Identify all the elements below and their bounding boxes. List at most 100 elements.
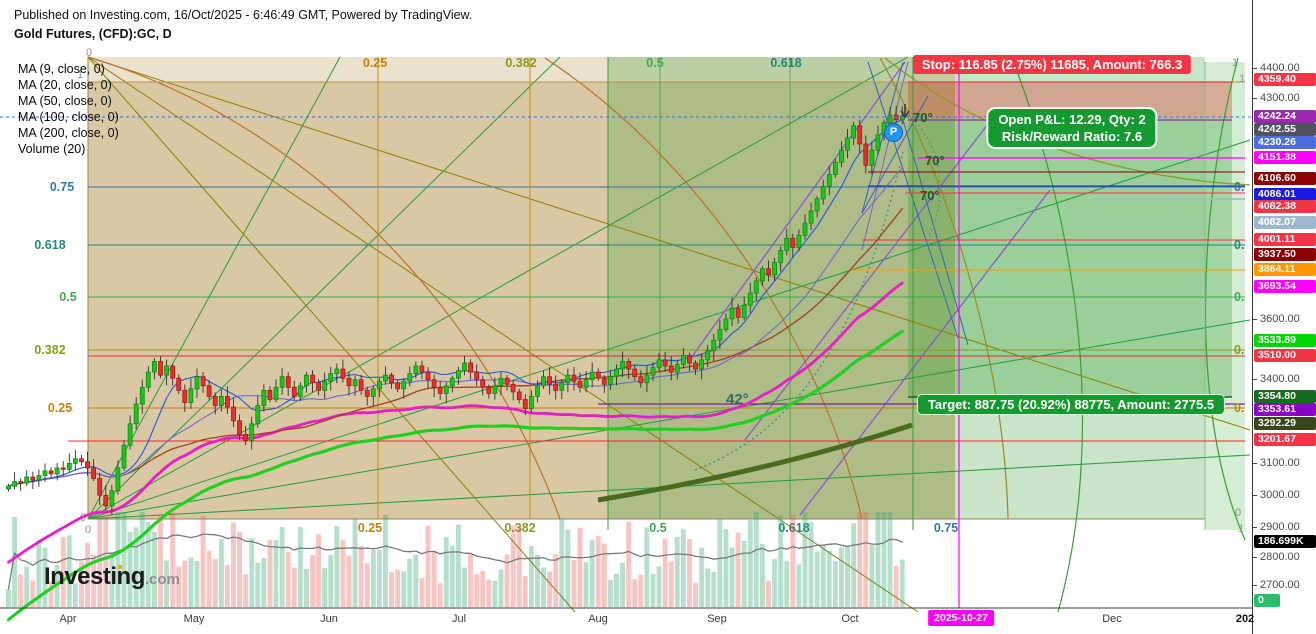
fib-label: 0. xyxy=(1234,238,1244,252)
price-badge: 3533.89 xyxy=(1254,334,1316,347)
price-badge: 3510.00 xyxy=(1254,349,1316,362)
pnl-line1: Open P&L: 12.29, Qty: 2 xyxy=(998,112,1146,127)
thick-support-curve xyxy=(597,422,913,503)
fib-label: 0.382 xyxy=(505,56,536,70)
legend-ma100[interactable]: MA (100, close, 0) xyxy=(18,110,119,124)
price-badge: 4359.40 xyxy=(1254,73,1316,86)
price-badge: 3292.29 xyxy=(1254,417,1316,430)
fib-label: 0.382 xyxy=(34,343,65,357)
dotted-parabolic-curve xyxy=(694,151,904,471)
price-label: 2800.00 xyxy=(1260,551,1300,563)
legend-ma20[interactable]: MA (20, close, 0) xyxy=(18,78,112,92)
ma100-line xyxy=(7,281,904,564)
price-badge: 4242.55 xyxy=(1254,123,1316,136)
chart-canvas[interactable]: 0.75 0.618 0.5 0.382 0.25 0.25 0.382 0.5 0.618 0.… xyxy=(0,0,1252,634)
price-axis[interactable]: 4400.00 4300.00 3600.00 3400.00 3100.00 3000.… xyxy=(1252,0,1316,634)
axis-tick xyxy=(1253,319,1257,320)
price-badge: 4230.26 xyxy=(1254,136,1316,149)
fib-label: 0.618 xyxy=(770,56,801,70)
axis-tick xyxy=(1253,68,1257,69)
price-badge: 3353.61 xyxy=(1254,403,1316,416)
arrow-marker[interactable] xyxy=(900,104,910,119)
price-badge: 3693.54 xyxy=(1254,280,1316,293)
price-badge: 4106.60 xyxy=(1254,172,1316,185)
fib-label: 1 xyxy=(77,69,83,81)
fib-label: 0.75 xyxy=(934,521,958,535)
price-label: 3400.00 xyxy=(1260,373,1300,385)
stop-loss-label[interactable]: Stop: 116.85 (2.75%) 11685, Amount: 766.… xyxy=(912,55,1192,74)
pnl-line2: Risk/Reward Ratio: 7.6 xyxy=(1001,129,1143,144)
position-marker[interactable]: P xyxy=(884,123,903,142)
fib-label: 1 xyxy=(1232,57,1238,69)
price-label: 4300.00 xyxy=(1260,92,1300,104)
price-badge: 4082.38 xyxy=(1254,200,1316,213)
price-badge: 3201.67 xyxy=(1254,433,1316,446)
month-label: Sep xyxy=(707,613,727,625)
logo-tld: .com xyxy=(144,571,180,588)
axis-tick xyxy=(1253,557,1257,558)
fib-label: 0 xyxy=(1235,507,1241,519)
fib-retracement-zones xyxy=(88,57,1245,530)
fib-label: 0 xyxy=(85,524,91,536)
legend-ma9[interactable]: MA (9, close, 0) xyxy=(18,62,105,76)
logo-accent-dot xyxy=(118,565,122,569)
ma9-line xyxy=(7,119,903,487)
fib-label: 0.75 xyxy=(50,180,74,194)
fib-label: 0. xyxy=(1234,290,1244,304)
candlesticks xyxy=(6,106,905,516)
fib-label: 0 xyxy=(86,47,92,59)
target-label[interactable]: Target: 887.75 (20.92%) 88775, Amount: 2… xyxy=(916,394,1226,415)
fib-label: 1 xyxy=(1239,73,1245,85)
price-badge: 3937.50 xyxy=(1254,248,1316,261)
fib-label: 0.5 xyxy=(649,521,666,535)
investing-logo: Investing.com xyxy=(44,563,180,591)
month-label: Aug xyxy=(588,613,608,625)
price-badge: 0 xyxy=(1254,594,1280,607)
price-badge: 3864.11 xyxy=(1254,263,1316,276)
volume-ma-line xyxy=(7,533,903,590)
gann-angle-label: 70° xyxy=(920,188,940,203)
price-label: 4400.00 xyxy=(1260,62,1300,74)
gann-angle-label: 42° xyxy=(726,391,749,408)
gann-angle-label: 70° xyxy=(925,153,945,168)
axis-tick xyxy=(1253,379,1257,380)
price-badge: 3354.80 xyxy=(1254,390,1316,403)
time-axis[interactable]: 2025-10-27 202 Apr May Jun Jul Aug Sep Oct Dec xyxy=(0,608,1316,634)
month-label: Jun xyxy=(320,613,338,625)
axis-tick xyxy=(1253,463,1257,464)
fib-label: 0. xyxy=(1234,343,1244,357)
axis-tick xyxy=(1253,585,1257,586)
legend-ma200[interactable]: MA (200, close, 0) xyxy=(18,126,119,140)
axis-tick xyxy=(1253,98,1257,99)
fib-label: 0.5 xyxy=(646,56,663,70)
open-pnl-label[interactable]: Open P&L: 12.29, Qty: 2 Risk/Reward Rati… xyxy=(986,107,1158,149)
fib-label: 0.25 xyxy=(363,56,387,70)
ma20-line xyxy=(7,167,903,487)
legend-volume[interactable]: Volume (20) xyxy=(18,142,86,156)
fib-label: 0. xyxy=(1234,180,1244,194)
logo-main: Investing xyxy=(44,563,145,590)
price-label: 3600.00 xyxy=(1260,313,1300,325)
year-label: 202 xyxy=(1235,613,1255,625)
legend-ma50[interactable]: MA (50, close, 0) xyxy=(18,94,112,108)
price-label: 3100.00 xyxy=(1260,457,1300,469)
price-badge: 186.699K xyxy=(1254,535,1316,548)
symbol-title: Gold Futures, (CFD):GC, D xyxy=(14,27,172,41)
month-label: May xyxy=(183,613,205,625)
fib-label: 1 xyxy=(1238,523,1244,535)
indicator-legend: MA (9, close, 0) MA (20, close, 0) MA (5… xyxy=(18,61,119,157)
fib-label: 0.382 xyxy=(504,521,535,535)
fib-label: 0. xyxy=(1234,401,1244,415)
trend-lines[interactable] xyxy=(861,61,969,346)
future-date-badge: 2025-10-27 xyxy=(928,610,994,626)
ma200-line xyxy=(6,329,904,622)
published-caption: Published on Investing.com, 16/Oct/2025 … xyxy=(14,8,473,22)
price-badge: 4086.01 xyxy=(1254,188,1316,201)
price-label: 2900.00 xyxy=(1260,521,1300,533)
price-badge: 4001.11 xyxy=(1254,233,1316,246)
gann-angle-label: 70° xyxy=(913,110,933,125)
price-badge: 4151.38 xyxy=(1254,151,1316,164)
price-badge: 4242.24 xyxy=(1254,110,1316,123)
fib-label: 0.618 xyxy=(34,238,65,252)
axis-tick xyxy=(1253,495,1257,496)
